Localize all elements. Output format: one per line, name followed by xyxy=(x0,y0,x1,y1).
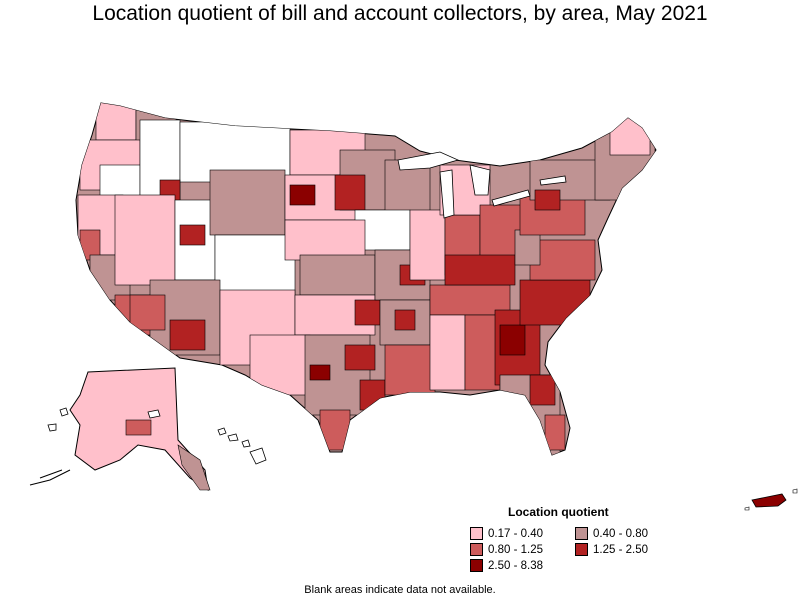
lake-michigan xyxy=(439,169,455,219)
area-oklahoma-city xyxy=(354,299,381,326)
area-sd-rapid-city xyxy=(289,184,316,206)
hawaii-island-2 xyxy=(227,433,239,442)
hawaii-island-1 xyxy=(217,427,227,436)
legend: Location quotient 0.17 - 0.40 0.40 - 0.8… xyxy=(470,505,700,572)
legend-swatch xyxy=(575,527,588,540)
area-texas-south xyxy=(319,409,351,451)
area-florida-jacksonville xyxy=(529,374,556,406)
lake-ontario xyxy=(539,175,567,186)
area-texas-houston xyxy=(359,379,386,411)
hawaii-island-4 xyxy=(249,447,267,465)
area-utah-slc xyxy=(179,224,206,246)
area-arkansas-little-rock xyxy=(394,309,416,331)
area-carolinas xyxy=(519,279,591,326)
area-mississippi xyxy=(429,314,466,391)
area-washington-west xyxy=(95,103,137,141)
legend-item-3: 1.25 - 2.50 xyxy=(575,543,680,556)
area-sioux-falls xyxy=(334,174,366,211)
alaska-island-2 xyxy=(47,423,57,432)
legend-label: 0.17 - 0.40 xyxy=(488,527,543,540)
legend-item-4: 2.50 - 8.38 xyxy=(470,559,575,572)
alaska-aleutians xyxy=(29,469,71,486)
legend-item-2: 0.80 - 1.25 xyxy=(470,543,575,556)
area-alabama xyxy=(464,314,501,391)
alaska xyxy=(29,367,211,492)
area-texas-midland xyxy=(309,364,331,381)
alaska-island-1 xyxy=(59,407,69,417)
area-new-york-buffalo xyxy=(534,189,561,211)
puerto-rico xyxy=(744,488,798,511)
area-arizona-phoenix xyxy=(169,319,206,351)
legend-label: 2.50 - 8.38 xyxy=(488,559,543,572)
area-kentucky xyxy=(444,254,516,286)
puerto-rico-outline xyxy=(751,493,787,508)
area-georgia-macon xyxy=(499,324,526,356)
footnote: Blank areas indicate data not available. xyxy=(304,584,496,596)
area-illinois xyxy=(409,209,446,281)
great-lakes xyxy=(397,151,567,219)
area-nebraska xyxy=(284,219,366,261)
area-colorado xyxy=(214,234,296,296)
puerto-rico-island-2 xyxy=(792,488,798,494)
hawaii xyxy=(217,427,267,465)
area-arizona-tucson xyxy=(129,294,166,331)
legend-label: 0.80 - 1.25 xyxy=(488,543,543,556)
legend-item-0: 0.17 - 0.40 xyxy=(470,527,575,540)
legend-swatch xyxy=(470,527,483,540)
alaska-island-3 xyxy=(147,409,161,419)
alaska-panhandle xyxy=(177,444,211,491)
legend-swatch xyxy=(470,559,483,572)
legend-swatch xyxy=(575,543,588,556)
legend-swatch xyxy=(470,543,483,556)
lake-huron xyxy=(469,164,491,196)
area-louisiana xyxy=(384,344,436,396)
legend-item-1: 0.40 - 0.80 xyxy=(575,527,680,540)
legend-label: 0.40 - 0.80 xyxy=(593,527,648,540)
hawaii-island-3 xyxy=(241,439,251,448)
area-virginia xyxy=(529,239,596,281)
area-texas-dallas xyxy=(344,344,376,371)
lake-erie xyxy=(491,189,531,207)
area-maine xyxy=(609,109,651,156)
alaska-anchorage xyxy=(125,419,152,436)
lake-superior xyxy=(397,151,460,171)
legend-grid: 0.17 - 0.40 0.40 - 0.80 0.80 - 1.25 1.25… xyxy=(470,527,700,572)
puerto-rico-island-1 xyxy=(744,506,750,511)
legend-title: Location quotient xyxy=(508,505,609,519)
legend-label: 1.25 - 2.50 xyxy=(593,543,648,556)
area-west-virginia xyxy=(514,229,541,266)
area-wyoming xyxy=(209,169,286,236)
area-kansas xyxy=(299,254,376,296)
area-florida-south xyxy=(544,414,566,451)
map-title: Location quotient of bill and account co… xyxy=(92,2,708,25)
area-nevada xyxy=(114,194,176,286)
area-texas-west xyxy=(249,334,311,396)
